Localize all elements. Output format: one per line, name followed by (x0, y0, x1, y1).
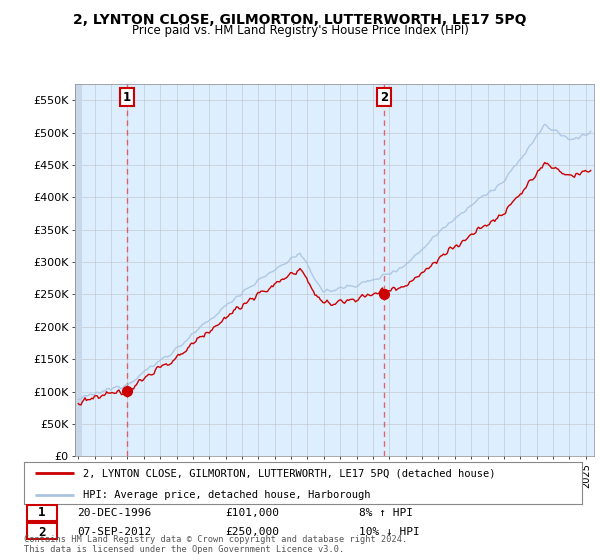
Text: 1: 1 (123, 91, 131, 104)
Text: Contains HM Land Registry data © Crown copyright and database right 2024.: Contains HM Land Registry data © Crown c… (24, 535, 407, 544)
Text: HPI: Average price, detached house, Harborough: HPI: Average price, detached house, Harb… (83, 490, 370, 500)
Text: £101,000: £101,000 (225, 508, 279, 518)
Text: 07-SEP-2012: 07-SEP-2012 (77, 528, 151, 538)
Text: 2, LYNTON CLOSE, GILMORTON, LUTTERWORTH, LE17 5PQ: 2, LYNTON CLOSE, GILMORTON, LUTTERWORTH,… (73, 13, 527, 27)
Text: 2, LYNTON CLOSE, GILMORTON, LUTTERWORTH, LE17 5PQ (detached house): 2, LYNTON CLOSE, GILMORTON, LUTTERWORTH,… (83, 468, 495, 478)
Text: 1: 1 (38, 506, 46, 519)
Text: 2: 2 (38, 526, 46, 539)
Bar (75, 84, 82, 456)
Text: 10% ↓ HPI: 10% ↓ HPI (359, 528, 419, 538)
FancyBboxPatch shape (27, 505, 58, 521)
FancyBboxPatch shape (27, 523, 58, 539)
Text: 2: 2 (380, 91, 388, 104)
Text: 20-DEC-1996: 20-DEC-1996 (77, 508, 151, 518)
Text: £250,000: £250,000 (225, 528, 279, 538)
Text: Price paid vs. HM Land Registry's House Price Index (HPI): Price paid vs. HM Land Registry's House … (131, 24, 469, 37)
Text: 8% ↑ HPI: 8% ↑ HPI (359, 508, 413, 518)
Text: This data is licensed under the Open Government Licence v3.0.: This data is licensed under the Open Gov… (24, 545, 344, 554)
